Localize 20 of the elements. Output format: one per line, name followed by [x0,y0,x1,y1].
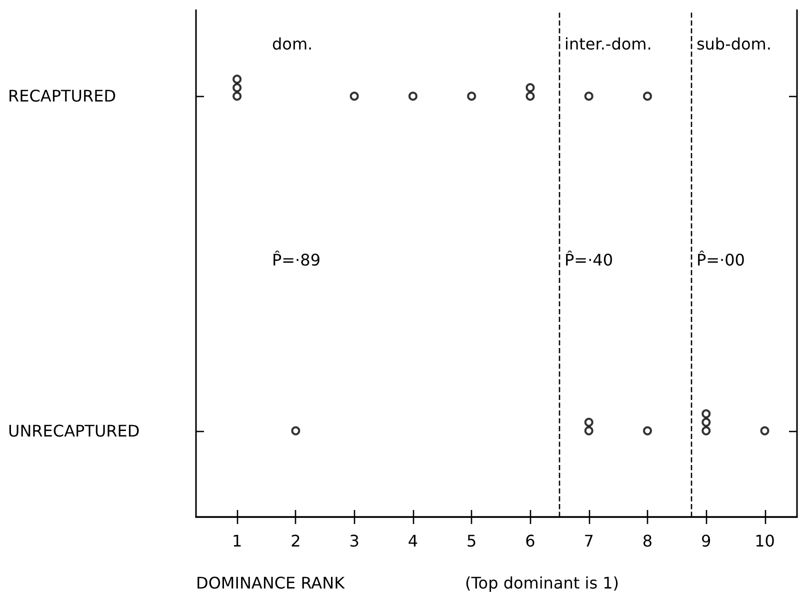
x-tick-label: 1 [232,532,242,550]
annotation: P̂=·00 [696,250,745,270]
x-tick-label: 8 [642,532,653,550]
annotation: P̂=·40 [564,250,614,270]
annotation: P̂=·89 [272,250,320,270]
annotation: inter.-dom. [564,34,652,54]
x-axis-title: DOMINANCE RANK [196,574,346,592]
text: (Top dominant is 1) [465,574,620,592]
annotation: dom. [272,34,313,54]
y-tick-label: RECAPTURED [8,86,116,106]
x-tick-label: 5 [466,532,477,550]
y-tick-label: UNRECAPTURED [8,421,140,440]
x-tick-label: 7 [584,532,594,550]
x-tick-label: 9 [701,532,712,550]
x-tick-label: 3 [349,532,360,550]
annotation: sub-dom. [696,34,772,54]
x-tick-label: 10 [754,532,775,550]
x-tick-label: 6 [525,532,536,550]
x-tick-label: 2 [290,532,301,550]
x-tick-label: 4 [408,532,418,550]
